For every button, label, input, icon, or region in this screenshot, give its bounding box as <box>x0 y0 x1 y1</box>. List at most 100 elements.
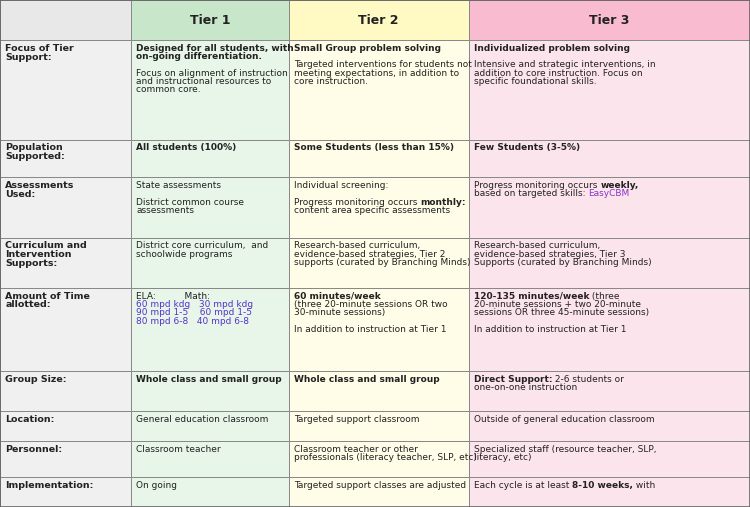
Text: 2-6 students or: 2-6 students or <box>553 375 624 384</box>
Text: Support:: Support: <box>5 53 52 61</box>
Text: common core.: common core. <box>136 86 201 94</box>
Text: Location:: Location: <box>5 415 55 424</box>
Bar <box>289 288 469 371</box>
Bar <box>289 238 469 288</box>
Text: professionals (literacy teacher, SLP, etc): professionals (literacy teacher, SLP, et… <box>294 453 477 462</box>
Text: Each cycle is at least: Each cycle is at least <box>474 481 572 490</box>
Bar <box>131 238 289 288</box>
Text: 20-minute sessions + two 20-minute: 20-minute sessions + two 20-minute <box>474 300 641 309</box>
Text: Intensive and strategic interventions, in: Intensive and strategic interventions, i… <box>474 60 656 69</box>
Text: Supported:: Supported: <box>5 152 65 161</box>
Text: (three: (three <box>590 292 620 301</box>
Text: Some Students (less than 15%): Some Students (less than 15%) <box>294 143 454 153</box>
Bar <box>0 411 131 441</box>
Text: Used:: Used: <box>5 190 35 199</box>
Text: Classroom teacher or other: Classroom teacher or other <box>294 445 418 454</box>
Text: allotted:: allotted: <box>5 301 51 309</box>
Text: Few Students (3-5%): Few Students (3-5%) <box>474 143 580 153</box>
Text: Small Group problem solving: Small Group problem solving <box>294 44 441 53</box>
Text: EasyCBM: EasyCBM <box>588 189 630 198</box>
Text: 80 mpd 6-8   40 mpd 6-8: 80 mpd 6-8 40 mpd 6-8 <box>136 317 250 325</box>
Bar <box>131 411 289 441</box>
Bar <box>131 441 289 478</box>
Text: with: with <box>633 481 656 490</box>
Text: Research-based curriculum,: Research-based curriculum, <box>294 241 420 250</box>
Text: schoolwide programs: schoolwide programs <box>136 250 232 259</box>
Bar <box>469 411 750 441</box>
Bar <box>0 177 131 238</box>
Bar <box>131 0 289 40</box>
Text: Supports (curated by Branching Minds): Supports (curated by Branching Minds) <box>474 258 652 267</box>
Text: supports (curated by Branching Minds): supports (curated by Branching Minds) <box>294 258 470 267</box>
Text: Tier 3: Tier 3 <box>590 14 629 27</box>
Bar <box>0 0 131 40</box>
Text: specific foundational skills.: specific foundational skills. <box>474 77 597 86</box>
Text: Personnel:: Personnel: <box>5 445 62 454</box>
Bar <box>469 0 750 40</box>
Text: Targeted support classroom: Targeted support classroom <box>294 415 419 424</box>
Text: Implementation:: Implementation: <box>5 481 94 490</box>
Bar <box>469 177 750 238</box>
Bar <box>131 177 289 238</box>
Text: one-on-one instruction: one-on-one instruction <box>474 383 578 392</box>
Text: ELA:          Math:: ELA: Math: <box>136 292 211 301</box>
Text: 60 minutes/week: 60 minutes/week <box>294 292 381 301</box>
Text: Outside of general education classroom: Outside of general education classroom <box>474 415 655 424</box>
Text: Tier 2: Tier 2 <box>358 14 399 27</box>
Bar <box>0 371 131 411</box>
Text: Whole class and small group: Whole class and small group <box>294 375 440 384</box>
Bar <box>289 411 469 441</box>
Text: In addition to instruction at Tier 1: In addition to instruction at Tier 1 <box>294 325 446 334</box>
Text: Progress monitoring occurs: Progress monitoring occurs <box>474 181 600 190</box>
Text: Tier 1: Tier 1 <box>190 14 230 27</box>
Bar <box>469 40 750 140</box>
Bar <box>289 40 469 140</box>
Bar <box>131 40 289 140</box>
Text: evidence-based strategies, Tier 2: evidence-based strategies, Tier 2 <box>294 250 446 259</box>
Text: 120-135 minutes/week: 120-135 minutes/week <box>474 292 590 301</box>
Text: Focus of Tier: Focus of Tier <box>5 44 74 53</box>
Text: Individualized problem solving: Individualized problem solving <box>474 44 630 53</box>
Text: Direct Support:: Direct Support: <box>474 375 553 384</box>
Text: Population: Population <box>5 143 63 153</box>
Bar <box>0 140 131 177</box>
Text: based on targeted skills:: based on targeted skills: <box>474 189 588 198</box>
Bar <box>289 177 469 238</box>
Text: literacy, etc): literacy, etc) <box>474 453 532 462</box>
Text: addition to core instruction. Focus on: addition to core instruction. Focus on <box>474 69 643 78</box>
Text: General education classroom: General education classroom <box>136 415 268 424</box>
Text: sessions OR three 45-minute sessions): sessions OR three 45-minute sessions) <box>474 308 649 317</box>
Text: In addition to instruction at Tier 1: In addition to instruction at Tier 1 <box>474 325 626 334</box>
Text: assessments: assessments <box>136 206 194 215</box>
Text: District common course: District common course <box>136 198 244 206</box>
Bar <box>289 441 469 478</box>
Bar <box>0 478 131 507</box>
Text: Progress monitoring occurs: Progress monitoring occurs <box>294 198 420 206</box>
Bar <box>0 288 131 371</box>
Text: Specialized staff (resource teacher, SLP,: Specialized staff (resource teacher, SLP… <box>474 445 656 454</box>
Bar <box>131 371 289 411</box>
Text: All students (100%): All students (100%) <box>136 143 237 153</box>
Text: Whole class and small group: Whole class and small group <box>136 375 282 384</box>
Bar <box>289 478 469 507</box>
Text: monthly:: monthly: <box>420 198 466 206</box>
Text: content area specific assessments: content area specific assessments <box>294 206 450 215</box>
Text: Classroom teacher: Classroom teacher <box>136 445 221 454</box>
Text: 8-10 weeks,: 8-10 weeks, <box>572 481 633 490</box>
Text: (three 20-minute sessions OR two: (three 20-minute sessions OR two <box>294 300 448 309</box>
Text: Targeted interventions for students not: Targeted interventions for students not <box>294 60 472 69</box>
Text: Research-based curriculum,: Research-based curriculum, <box>474 241 600 250</box>
Text: on-going differentiation.: on-going differentiation. <box>136 52 262 61</box>
Bar <box>131 288 289 371</box>
Text: and instructional resources to: and instructional resources to <box>136 77 272 86</box>
Bar <box>289 140 469 177</box>
Text: State assessments: State assessments <box>136 181 221 190</box>
Bar <box>469 441 750 478</box>
Text: On going: On going <box>136 481 178 490</box>
Text: Amount of Time: Amount of Time <box>5 292 90 301</box>
Bar <box>469 140 750 177</box>
Text: District core curriculum,  and: District core curriculum, and <box>136 241 268 250</box>
Text: Targeted support classes are adjusted: Targeted support classes are adjusted <box>294 481 466 490</box>
Text: Focus on alignment of instruction: Focus on alignment of instruction <box>136 69 288 78</box>
Text: Individual screening:: Individual screening: <box>294 181 388 190</box>
